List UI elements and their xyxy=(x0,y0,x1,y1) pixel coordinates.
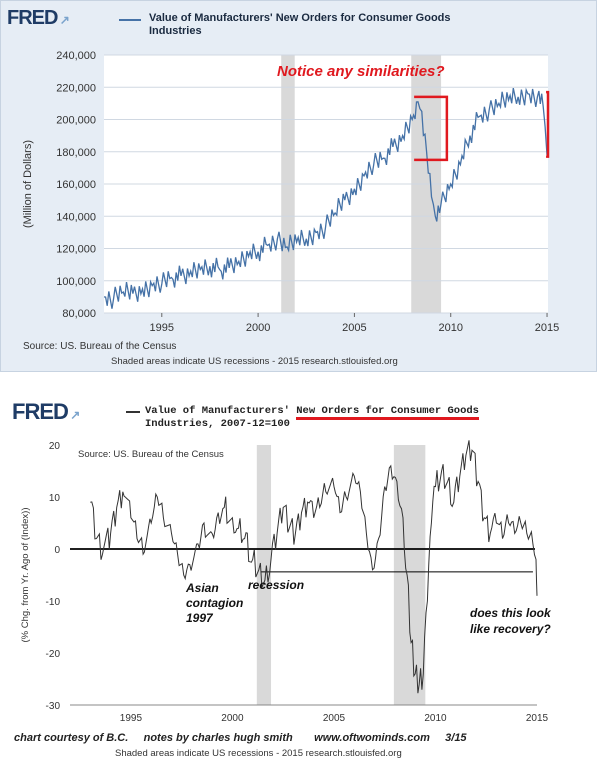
fred-logo-2: FRED ↗ xyxy=(12,399,80,424)
annotation-question-line1: does this look xyxy=(470,606,552,620)
chart-1-panel: FRED ↗ Value of Manufacturers' New Order… xyxy=(0,0,597,372)
y-axis-label: (% Chg. from Yr. Ago of (Index)) xyxy=(20,508,31,643)
chart-1-title: Value of Manufacturers' New Orders for C… xyxy=(149,12,451,37)
y-tick-label: 100,000 xyxy=(56,276,96,288)
annotation-asian-line1: Asian xyxy=(185,581,219,595)
chart-2-plot: -30 -20 -10 0 10 20 1995 2000 2005 2010 2015 (% Chg… xyxy=(20,440,552,724)
highlight-bracket-2008 xyxy=(414,95,449,162)
x-tick-label: 2000 xyxy=(221,713,244,724)
series-line xyxy=(90,440,538,694)
annotation-asian-line2: contagion xyxy=(186,596,243,610)
x-tick-label: 2005 xyxy=(342,322,366,334)
credits: chart courtesy of B.C. notes by charles … xyxy=(14,732,467,744)
chart-1-source: Source: US. Bureau of the Census xyxy=(23,341,177,352)
fred-logo: FRED ↗ xyxy=(7,7,70,29)
fred-graph-icon: ↗ xyxy=(57,13,70,27)
y-tick-label: 140,000 xyxy=(56,211,96,223)
chart-2-footer: Shaded areas indicate US recessions - 20… xyxy=(115,748,402,759)
x-tick-label: 2010 xyxy=(424,713,447,724)
recession-band-0 xyxy=(256,445,272,705)
y-tick-label: -10 xyxy=(46,597,61,608)
y-tick-label: 20 xyxy=(49,441,61,452)
title-highlight: New Orders for Consumer Goods xyxy=(296,405,479,420)
series-line xyxy=(103,87,548,309)
highlight-bracket-2015 xyxy=(546,90,550,158)
chart-2-title: Value of Manufacturers' New Orders for C… xyxy=(145,405,479,430)
y-tick-label: 200,000 xyxy=(56,115,96,127)
x-tick-label: 2015 xyxy=(535,322,559,334)
y-tick-label: 120,000 xyxy=(56,244,96,256)
y-tick-label: -20 xyxy=(46,649,61,660)
legend-swatch xyxy=(119,19,141,21)
chart-1-plot: 80,000 100,000 120,000 140,000 160,000 180,00… xyxy=(22,50,559,334)
x-tick-label: 2010 xyxy=(438,322,462,334)
legend-swatch-2 xyxy=(126,411,140,413)
y-tick-label: 240,000 xyxy=(56,50,96,62)
y-tick-label: 160,000 xyxy=(56,179,96,191)
y-tick-label: 0 xyxy=(54,545,60,556)
x-tick-label: 2000 xyxy=(246,322,270,334)
annotation-recession: recession xyxy=(248,578,304,592)
annotation-text: Notice any similarities? xyxy=(277,63,445,80)
annotation-question-line2: like recovery? xyxy=(470,622,551,636)
x-tick-label: 1995 xyxy=(120,713,143,724)
chart-2-panel: FRED ↗ Value of Manufacturers' New Order… xyxy=(0,393,597,761)
x-tick-label: 2015 xyxy=(526,713,549,724)
recession-band-1 xyxy=(393,445,426,705)
y-tick-label: 10 xyxy=(49,493,61,504)
chart-2-source: Source: US. Bureau of the Census xyxy=(78,449,224,460)
annotation-asian-line3: 1997 xyxy=(186,611,214,625)
chart-1-footer: Shaded areas indicate US recessions - 20… xyxy=(111,356,398,367)
y-axis-label: (Million of Dollars) xyxy=(22,140,34,228)
fred-graph-icon-2: ↗ xyxy=(67,408,80,422)
y-tick-label: 180,000 xyxy=(56,147,96,159)
y-tick-label: 220,000 xyxy=(56,82,96,94)
y-tick-label: -30 xyxy=(46,701,61,712)
x-tick-label: 1995 xyxy=(150,322,174,334)
y-tick-label: 80,000 xyxy=(62,308,96,320)
x-tick-label: 2005 xyxy=(323,713,346,724)
